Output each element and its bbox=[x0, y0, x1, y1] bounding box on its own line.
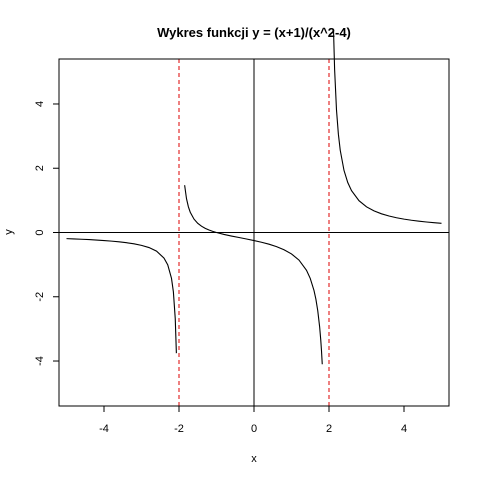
x-tick-label: 2 bbox=[326, 423, 332, 435]
y-tick-label: 2 bbox=[34, 165, 46, 171]
y-tick-label: -4 bbox=[34, 356, 46, 366]
reference-lines bbox=[59, 59, 449, 406]
y-tick-label: 4 bbox=[34, 101, 46, 107]
x-tick-label: -2 bbox=[174, 423, 184, 435]
x-axis-label: x bbox=[251, 453, 257, 465]
series-lines bbox=[66, 29, 442, 365]
x-tick-label: -4 bbox=[99, 423, 109, 435]
y-tick-label: -2 bbox=[34, 292, 46, 302]
y-axis-label: y bbox=[3, 229, 15, 235]
series-line-2 bbox=[332, 29, 442, 224]
y-axis: -4 -2 0 2 4 bbox=[34, 101, 60, 366]
x-tick-label: 4 bbox=[401, 423, 407, 435]
series-line-1 bbox=[184, 185, 323, 365]
x-axis: -4 -2 0 2 4 bbox=[99, 405, 407, 435]
chart-title: Wykres funkcji y = (x+1)/(x^2-4) bbox=[157, 25, 351, 40]
series-line-0 bbox=[66, 238, 177, 354]
x-tick-label: 0 bbox=[251, 423, 257, 435]
plot-frame bbox=[58, 58, 450, 407]
y-tick-label: 0 bbox=[34, 229, 46, 235]
